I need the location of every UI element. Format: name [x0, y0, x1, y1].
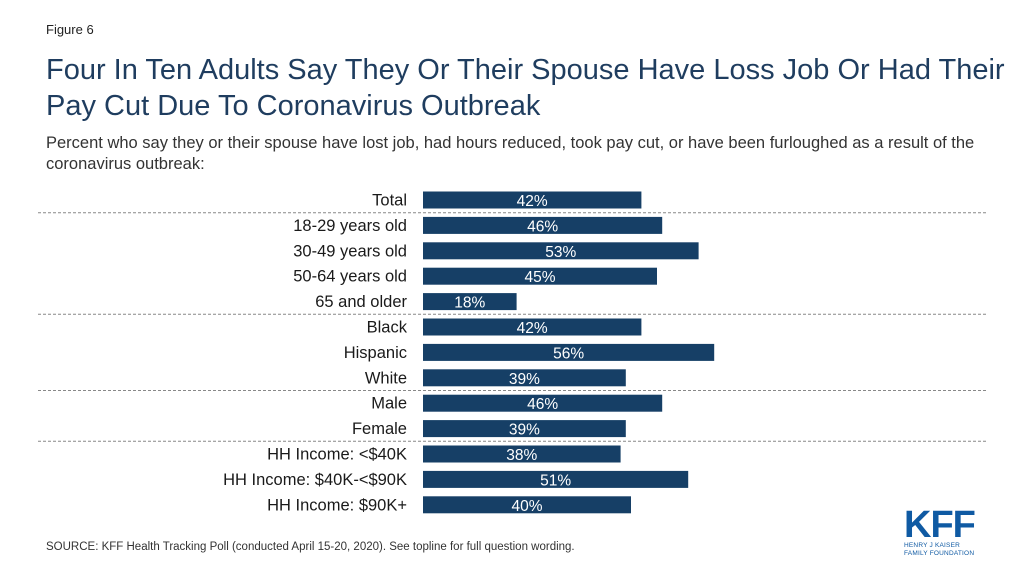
category-label-50-64-years-old: 50-64 years old [293, 268, 407, 286]
chart-subtitle: Percent who say they or their spouse hav… [46, 134, 975, 173]
bar-white [423, 369, 626, 387]
data-label-white: 39% [509, 371, 540, 388]
category-label-black: Black [367, 319, 408, 337]
bar-male [423, 394, 663, 412]
figure-label: Figure 6 [46, 22, 94, 37]
data-label-hispanic: 56% [553, 345, 584, 362]
data-label-50-64-years-old: 45% [524, 269, 555, 286]
data-label-hh-income-40k-90k: 51% [540, 472, 571, 489]
category-label-white: White [365, 369, 407, 387]
bar-30-49-years-old [423, 242, 699, 260]
data-label-65-and-older: 18% [454, 295, 485, 312]
bar-18-29-years-old [423, 216, 663, 234]
source-note: SOURCE: KFF Health Tracking Poll (conduc… [46, 541, 575, 553]
logo-line-1: Henry J Kaiser [904, 542, 961, 549]
chart-title: Four In Ten Adults Say They Or Their Spo… [46, 54, 1005, 122]
data-label-30-49-years-old: 53% [545, 244, 576, 261]
category-label-total: Total [372, 192, 407, 210]
category-label-hispanic: Hispanic [344, 344, 407, 362]
data-label-hh-income-40k: 38% [506, 447, 537, 464]
data-label-hh-income-90k: 40% [511, 498, 542, 515]
category-label-male: Male [371, 395, 407, 413]
category-label-hh-income-40k: HH Income: <$40K [267, 446, 407, 464]
bar-hh-income-40k-90k [423, 470, 689, 488]
bar-50-64-years-old [423, 267, 657, 285]
category-label-30-49-years-old: 30-49 years old [293, 242, 407, 260]
bar-hispanic [423, 343, 715, 361]
bar-65-and-older [423, 293, 517, 311]
bar-hh-income-40k [423, 445, 621, 463]
bar-total [423, 191, 642, 209]
category-label-18-29-years-old: 18-29 years old [293, 217, 407, 235]
bar-black [423, 318, 642, 336]
category-label-hh-income-90k: HH Income: $90K+ [267, 496, 407, 514]
category-label-hh-income-40k-90k: HH Income: $40K-<$90K [223, 471, 407, 489]
category-label-female: Female [352, 420, 407, 438]
logo-line-2: Family Foundation [904, 549, 975, 557]
category-label-65-and-older: 65 and older [315, 293, 407, 311]
data-label-total: 42% [517, 193, 548, 210]
data-label-female: 39% [509, 422, 540, 439]
kff-logo: KFF Henry J Kaiser Family Foundation [904, 504, 990, 557]
bar-hh-income-90k [423, 496, 631, 514]
data-label-male: 46% [527, 396, 558, 413]
logo-letters: KFF [904, 504, 976, 546]
data-label-18-29-years-old: 46% [527, 218, 558, 235]
data-label-black: 42% [517, 320, 548, 337]
bar-female [423, 420, 626, 438]
